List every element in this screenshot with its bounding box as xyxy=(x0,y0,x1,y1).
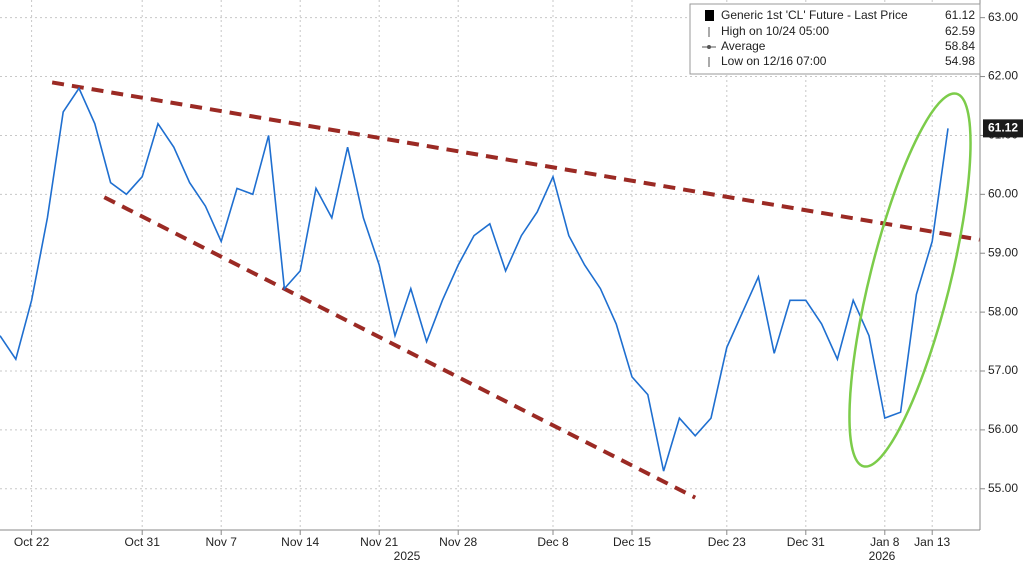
year-label: 2025 xyxy=(394,549,421,563)
last-price-badge xyxy=(983,119,1023,138)
y-tick-label: 55.00 xyxy=(988,481,1018,495)
legend-value: 62.59 xyxy=(945,24,975,38)
x-tick-label: Jan 8 xyxy=(870,535,900,549)
legend-label: High on 10/24 05:00 xyxy=(721,24,829,38)
legend-label: Generic 1st 'CL' Future - Last Price xyxy=(721,8,908,22)
x-tick-label: Nov 7 xyxy=(206,535,238,549)
legend-value: 54.98 xyxy=(945,54,975,68)
x-tick-label: Nov 21 xyxy=(360,535,398,549)
x-tick-label: Jan 13 xyxy=(914,535,950,549)
x-tick-label: Nov 28 xyxy=(439,535,477,549)
trendline xyxy=(51,80,980,242)
highlight-ellipse xyxy=(848,92,972,468)
x-tick-label: Nov 14 xyxy=(281,535,319,549)
trendline xyxy=(103,195,697,500)
y-tick-label: 56.00 xyxy=(988,422,1018,436)
legend-label: Average xyxy=(721,39,766,53)
price-line xyxy=(0,86,949,472)
legend-icon xyxy=(705,10,714,21)
last-price-label: 61.12 xyxy=(988,121,1018,135)
legend-box xyxy=(689,3,981,75)
x-tick-label: Oct 22 xyxy=(14,535,50,549)
x-tick-label: Dec 31 xyxy=(787,535,825,549)
legend-icon xyxy=(707,45,711,49)
y-tick-label: 60.00 xyxy=(988,187,1018,201)
x-tick-label: Dec 15 xyxy=(613,535,651,549)
year-label: 2026 xyxy=(869,549,896,563)
x-tick-label: Oct 31 xyxy=(125,535,161,549)
legend-label: Low on 12/16 07:00 xyxy=(721,54,827,68)
legend-value: 61.12 xyxy=(945,8,975,22)
y-tick-label: 62.00 xyxy=(988,69,1018,83)
x-tick-label: Dec 23 xyxy=(708,535,746,549)
y-tick-label: 59.00 xyxy=(988,245,1018,259)
y-tick-label: 58.00 xyxy=(988,304,1018,318)
legend-value: 58.84 xyxy=(945,39,975,53)
plot-area xyxy=(0,0,980,530)
legend: Generic 1st 'CL' Future - Last Price 61.… xyxy=(689,3,981,75)
x-tick-label: Dec 8 xyxy=(537,535,569,549)
y-tick-label: 57.00 xyxy=(988,363,1018,377)
y-tick-label: 63.00 xyxy=(988,10,1018,24)
